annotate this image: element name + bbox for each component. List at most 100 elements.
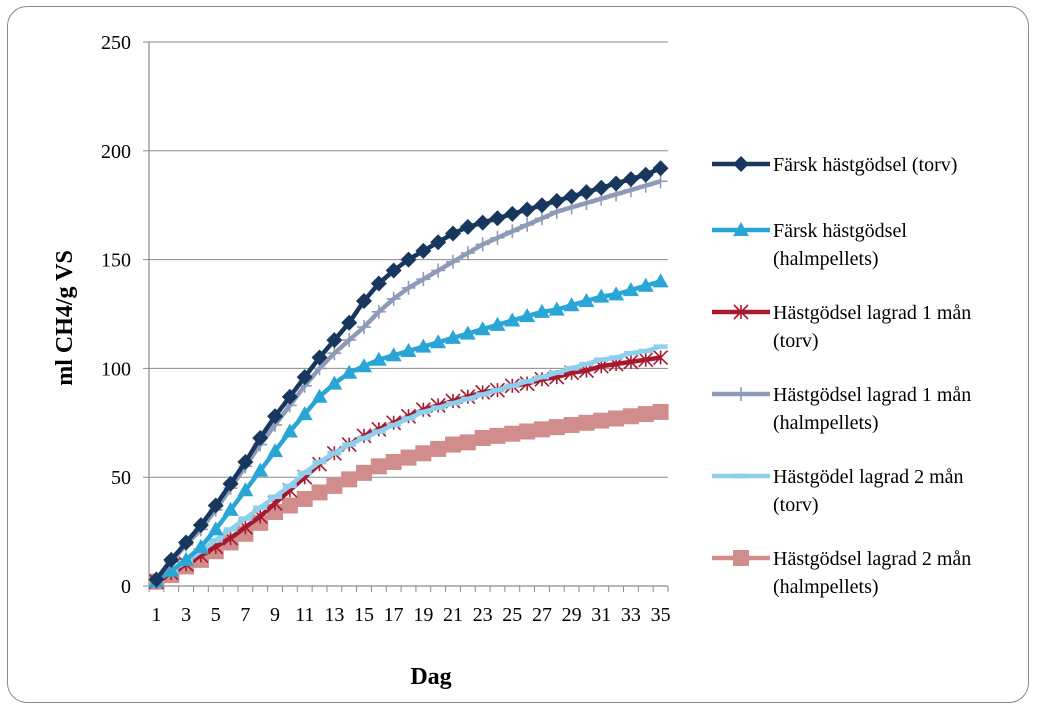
x-tick-label: 1 — [151, 604, 161, 626]
data-point — [444, 225, 461, 242]
data-point — [192, 538, 209, 553]
data-point — [342, 333, 357, 348]
x-tick-label: 33 — [621, 604, 641, 626]
data-point — [637, 406, 654, 423]
data-point — [163, 562, 180, 577]
legend-label: Hästgödel lagrad 2 mån (torv) — [773, 466, 964, 516]
data-point — [533, 197, 550, 214]
data-point — [415, 338, 432, 353]
x-axis-title: Dag — [410, 664, 451, 690]
data-point — [326, 375, 343, 390]
data-point — [593, 412, 610, 429]
data-point — [178, 534, 195, 551]
x-axis-ticks: 1 3 5 7 9 11 13 15 17 19 21 23 25 27 29 31 33 35 — [148, 586, 671, 626]
data-point — [327, 346, 342, 361]
data-point — [534, 211, 549, 226]
data-point — [578, 184, 595, 201]
data-point — [192, 517, 209, 534]
data-point — [533, 421, 550, 438]
data-point — [400, 449, 417, 466]
data-point — [578, 292, 595, 307]
data-point — [505, 224, 520, 239]
data-point — [519, 308, 536, 323]
legend-item: Hästgödsel lagrad 1 mån (halmpellets) — [712, 384, 971, 434]
series-layer — [148, 160, 669, 590]
data-point — [474, 214, 491, 231]
data-point — [593, 288, 610, 303]
data-point — [608, 286, 625, 301]
data-point — [563, 416, 580, 433]
data-point — [401, 280, 416, 295]
data-point — [622, 171, 639, 188]
data-point — [370, 458, 387, 475]
series-1 — [148, 160, 669, 588]
data-point — [548, 301, 565, 316]
data-point — [460, 246, 475, 261]
data-point — [281, 497, 298, 514]
data-point — [653, 174, 668, 189]
data-point — [430, 234, 447, 251]
series-line — [154, 166, 662, 581]
data-point — [637, 166, 654, 183]
data-point — [341, 471, 358, 488]
data-point — [444, 329, 461, 344]
data-point — [356, 358, 373, 373]
series-2 — [148, 273, 669, 588]
data-point — [163, 551, 180, 568]
data-point — [459, 218, 476, 235]
data-point — [148, 571, 165, 588]
data-point — [563, 297, 580, 312]
legend-marker — [733, 156, 749, 172]
data-point — [459, 434, 476, 451]
legend: Färsk hästgödsel (torv) Färsk hästgödsel(… — [712, 154, 971, 598]
y-tick-label: 200 — [101, 141, 131, 163]
data-point — [415, 242, 432, 259]
data-point — [504, 425, 521, 442]
data-point — [385, 262, 402, 279]
chart-frame — [7, 6, 1029, 703]
x-tick-label: 7 — [240, 604, 250, 626]
data-point — [281, 388, 298, 405]
data-point — [490, 230, 505, 245]
data-point — [444, 436, 461, 453]
data-point — [519, 423, 536, 440]
legend-label: Hästgödsel lagrad 1 mån (halmpellets) — [773, 384, 971, 434]
data-point — [430, 334, 447, 349]
data-point — [474, 430, 491, 447]
data-point — [489, 316, 506, 331]
data-point — [357, 320, 372, 335]
x-tick-label: 29 — [562, 604, 582, 626]
data-point — [638, 352, 654, 368]
data-point — [548, 192, 565, 209]
y-tick-label: 50 — [111, 467, 131, 489]
data-point — [237, 482, 254, 497]
data-point — [326, 477, 343, 494]
data-point — [356, 464, 373, 481]
data-point — [652, 403, 669, 420]
x-tick-label: 23 — [473, 604, 493, 626]
data-point — [520, 217, 535, 232]
data-point — [622, 282, 639, 297]
x-tick-label: 5 — [211, 604, 221, 626]
data-point — [356, 292, 373, 309]
x-tick-label: 25 — [502, 604, 522, 626]
data-point — [341, 314, 358, 331]
legend-marker — [733, 550, 749, 566]
data-point — [178, 551, 195, 566]
data-point — [311, 388, 328, 403]
series-6 — [148, 403, 669, 590]
data-point — [608, 410, 625, 427]
data-point — [370, 275, 387, 292]
data-point — [341, 364, 358, 379]
data-point — [296, 406, 313, 421]
data-point — [281, 423, 298, 438]
data-point — [386, 291, 401, 306]
legend-item: Färsk hästgödsel (halmpellets) — [712, 220, 907, 270]
data-point — [459, 325, 476, 340]
legend-marker — [734, 387, 748, 401]
data-point — [504, 205, 521, 222]
data-point — [622, 408, 639, 425]
data-point — [400, 342, 417, 357]
x-tick-label: 21 — [443, 604, 463, 626]
legend-item: Hästgödel lagrad 2 mån (torv) — [712, 466, 964, 516]
